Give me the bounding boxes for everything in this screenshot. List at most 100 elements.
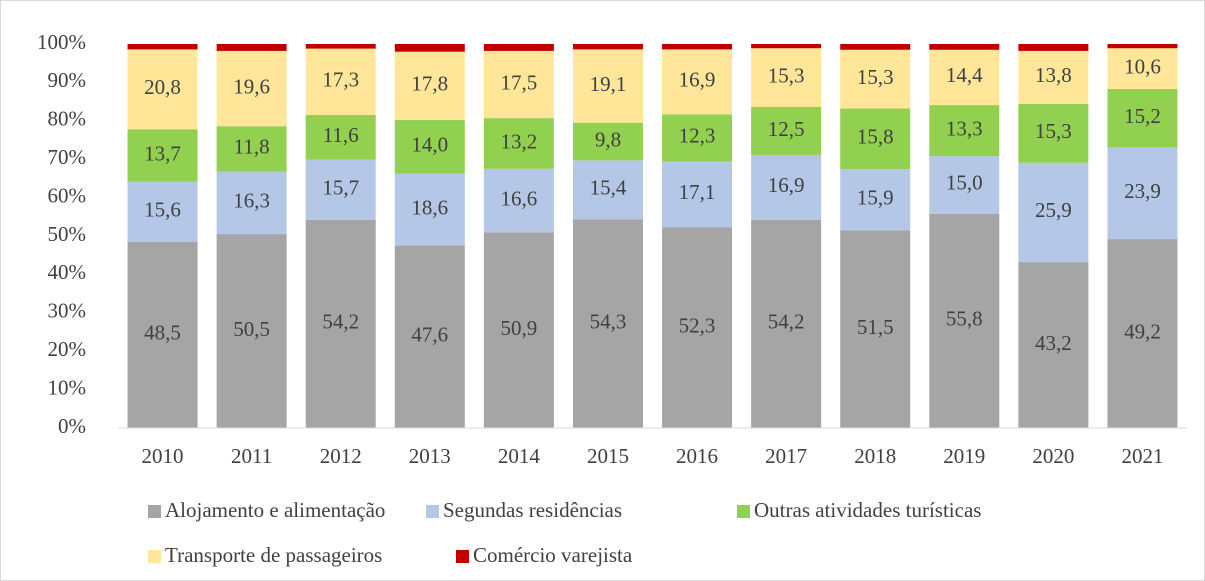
bar-segment <box>305 48 376 116</box>
data-label: 17,3 <box>322 68 359 92</box>
legend-swatch <box>426 505 439 518</box>
data-label: 55,8 <box>946 307 983 331</box>
bar-segment <box>751 48 822 107</box>
bar-segment <box>394 44 465 52</box>
y-tick-label: 0% <box>58 414 86 438</box>
data-label: 54,2 <box>322 310 359 334</box>
data-label: 20,8 <box>144 75 181 99</box>
data-label: 47,6 <box>411 322 448 346</box>
x-tick-label: 2015 <box>587 444 629 468</box>
data-label: 13,8 <box>1035 63 1072 87</box>
bar-segment <box>483 44 554 51</box>
data-label: 52,3 <box>679 313 716 337</box>
bar-segment <box>1107 48 1178 89</box>
data-label: 16,9 <box>679 68 716 92</box>
x-tick-label: 2011 <box>231 444 272 468</box>
data-label: 15,8 <box>857 125 894 149</box>
bar-segment <box>662 227 733 428</box>
data-label: 19,1 <box>590 72 627 96</box>
y-tick-label: 50% <box>48 222 87 246</box>
bar-segment <box>127 44 198 50</box>
data-label: 11,8 <box>234 135 270 159</box>
data-label: 9,8 <box>595 127 621 151</box>
data-label: 14,0 <box>411 133 448 157</box>
x-tick-label: 2016 <box>676 444 718 468</box>
data-label: 11,6 <box>323 123 359 147</box>
data-label: 17,5 <box>501 70 538 94</box>
bar-segment <box>1018 50 1089 104</box>
bar-segment <box>127 181 198 242</box>
data-label: 15,3 <box>768 63 805 87</box>
bar-segment <box>1107 44 1178 49</box>
data-label: 15,3 <box>1035 119 1072 143</box>
x-tick-label: 2017 <box>765 444 807 468</box>
bar-segment <box>572 49 643 123</box>
bar-segment <box>1018 162 1089 263</box>
bar-segment <box>572 122 643 161</box>
bar-segment <box>751 154 822 220</box>
y-tick-label: 60% <box>48 183 87 207</box>
data-label: 12,3 <box>679 124 716 148</box>
bar-segment <box>216 44 287 51</box>
data-label: 14,4 <box>946 63 983 87</box>
data-label: 15,4 <box>590 176 627 200</box>
legend-label: Alojamento e alimentação <box>165 498 385 522</box>
legend-swatch <box>737 505 750 518</box>
data-label: 49,2 <box>1124 319 1161 343</box>
bar-segment <box>1107 147 1178 240</box>
bar-segment <box>929 105 1000 157</box>
bar-segment <box>929 213 1000 428</box>
y-tick-label: 90% <box>48 68 87 92</box>
bar-segment <box>1018 103 1089 163</box>
x-tick-label: 2010 <box>142 444 184 468</box>
bar-segment <box>216 234 287 428</box>
bar-segment <box>394 173 465 246</box>
data-label: 51,5 <box>857 315 894 339</box>
x-tick-label: 2018 <box>854 444 896 468</box>
y-tick-label: 80% <box>48 107 87 131</box>
bar-segment <box>305 44 376 49</box>
data-label: 43,2 <box>1035 331 1072 355</box>
bar-segment <box>662 44 733 50</box>
bar-segment <box>305 115 376 160</box>
y-tick-label: 70% <box>48 145 87 169</box>
legend-label: Segundas residências <box>443 498 622 522</box>
x-tick-label: 2021 <box>1121 444 1163 468</box>
data-label: 13,2 <box>501 129 538 153</box>
data-label: 15,7 <box>322 176 359 200</box>
bar-segment <box>216 50 287 127</box>
data-label: 25,9 <box>1035 198 1072 222</box>
bar-segment <box>840 49 911 109</box>
y-tick-label: 10% <box>48 375 87 399</box>
legend-label: Transporte de passageiros <box>165 543 382 567</box>
bar-segment <box>929 156 1000 214</box>
data-label: 50,9 <box>501 316 538 340</box>
bar-segment <box>394 120 465 174</box>
x-tick-label: 2019 <box>943 444 985 468</box>
bar-segment <box>662 49 733 115</box>
data-label: 16,3 <box>233 189 270 213</box>
bar-segment <box>216 171 287 235</box>
bar-segment <box>127 129 198 182</box>
data-label: 19,6 <box>233 74 270 98</box>
data-label: 15,0 <box>946 171 983 195</box>
bar-segment <box>840 230 911 428</box>
bar-segment <box>127 241 198 428</box>
bar-segment <box>1107 239 1178 428</box>
bar-segment <box>840 108 911 170</box>
bar-segment <box>929 49 1000 106</box>
y-tick-label: 40% <box>48 260 87 284</box>
bar-segment <box>572 160 643 220</box>
data-label: 12,5 <box>768 117 805 141</box>
bar-segment <box>216 126 287 172</box>
bar-segment <box>572 219 643 428</box>
x-tick-label: 2013 <box>409 444 451 468</box>
data-label: 54,3 <box>590 310 627 334</box>
bar-segment <box>305 159 376 220</box>
bar-segment <box>840 169 911 231</box>
legend-label: Comércio varejista <box>473 543 633 567</box>
bar-segment <box>929 44 1000 50</box>
data-label: 13,3 <box>946 116 983 140</box>
bar-segment <box>751 44 822 49</box>
